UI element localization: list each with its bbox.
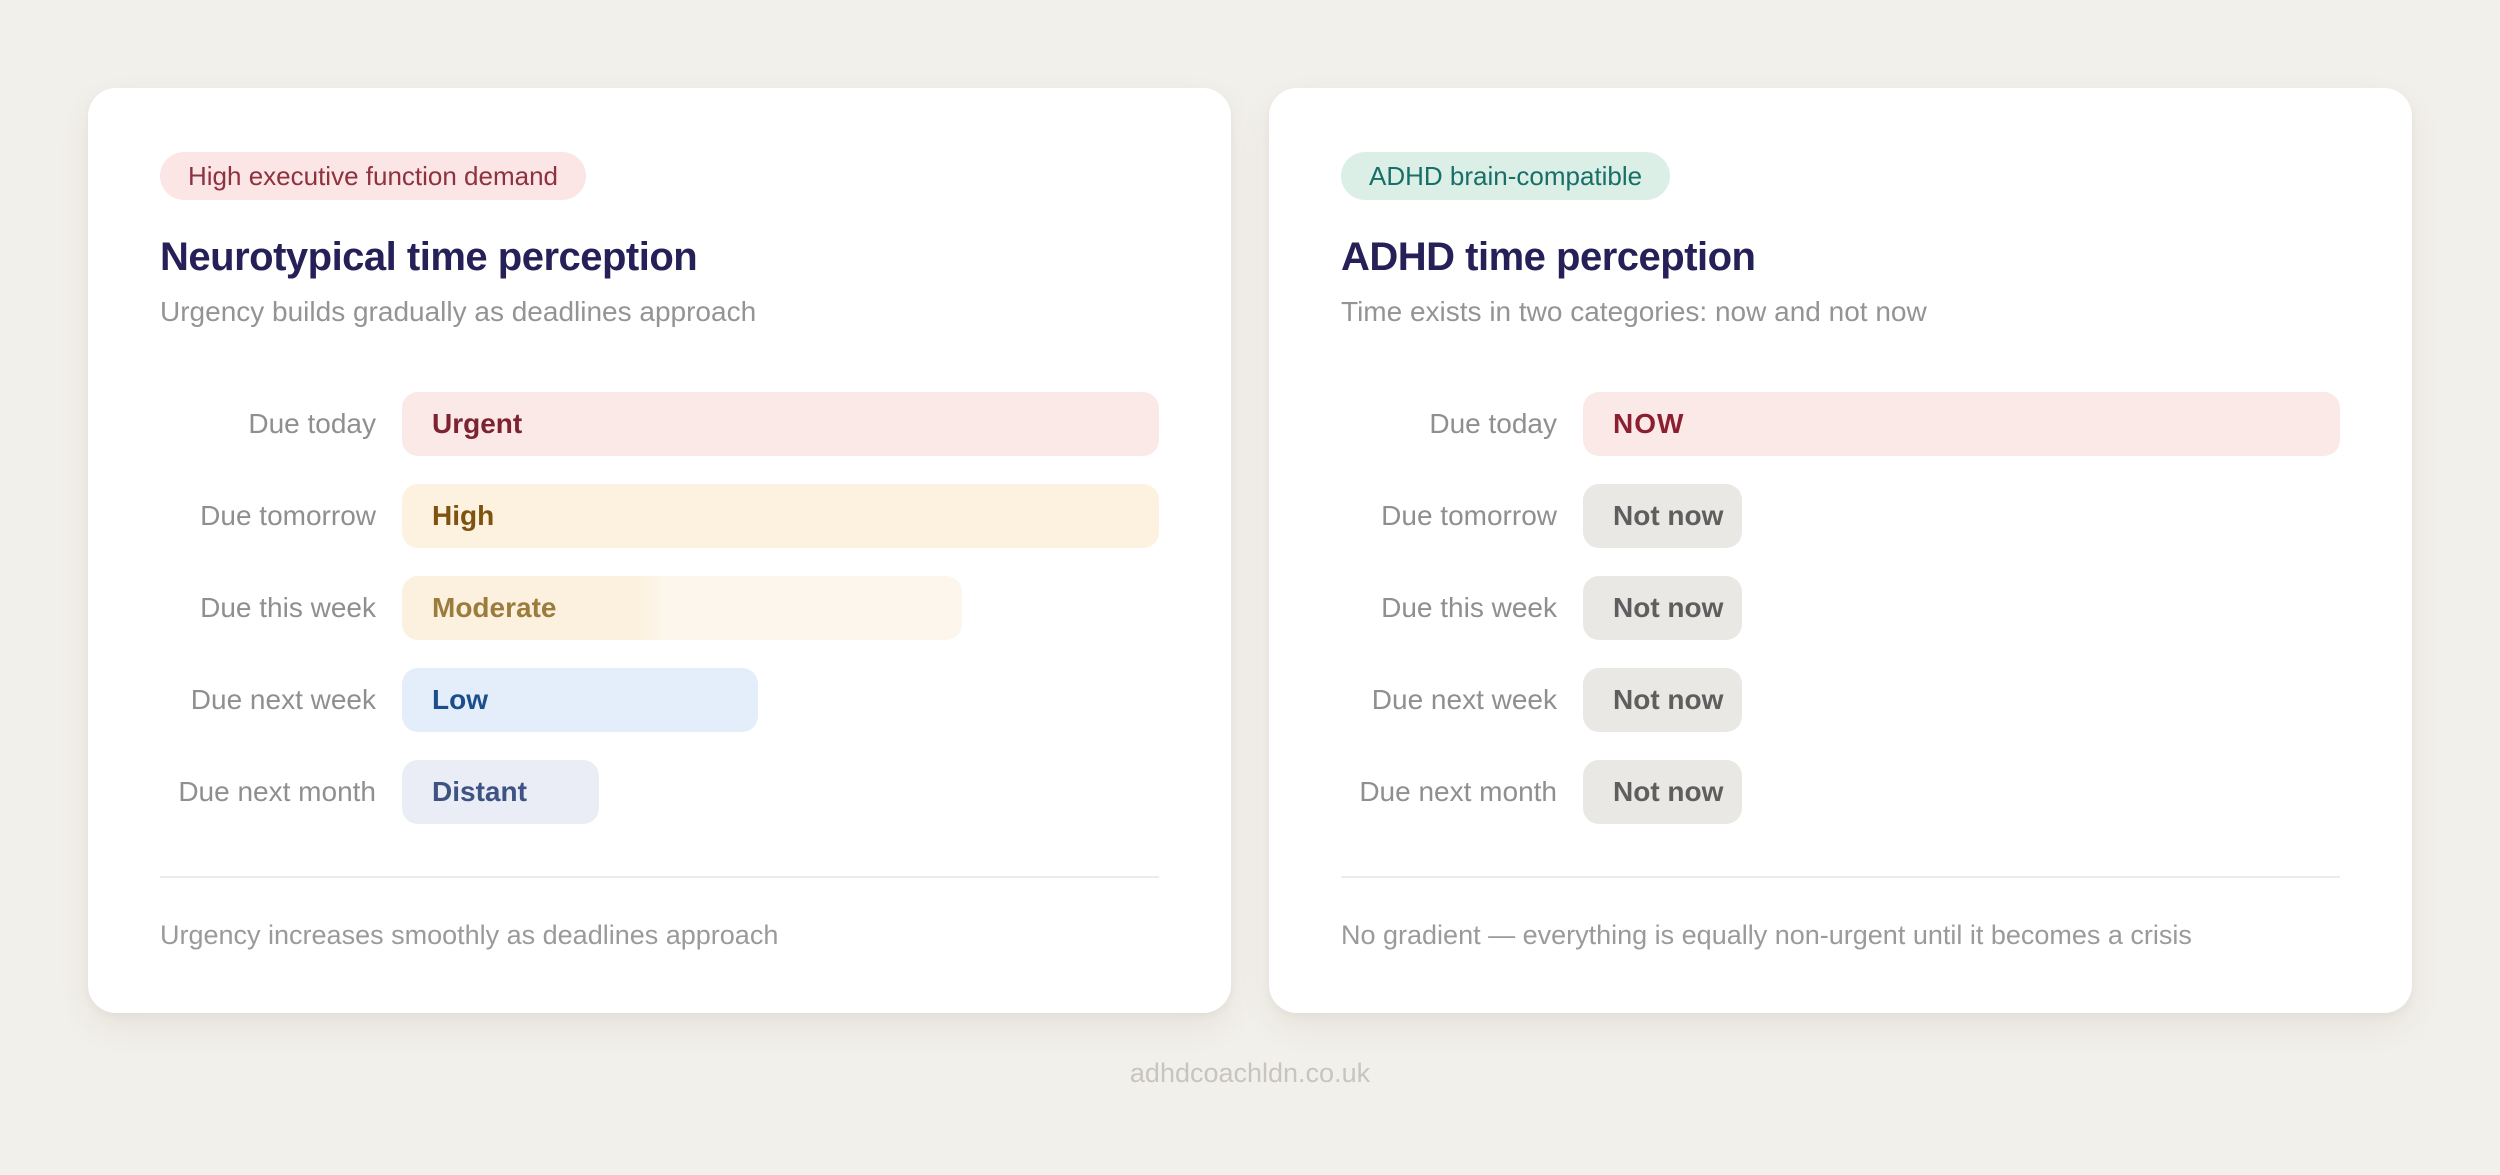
row-due-today: Due today NOW [1341, 392, 2340, 457]
card-adhd: ADHD brain-compatible ADHD time percepti… [1269, 88, 2412, 1013]
urgency-bar-urgent: Urgent [402, 392, 1159, 457]
bar-track: Not now [1583, 576, 2340, 641]
urgency-bar-not-now: Not now [1583, 576, 1742, 641]
card-subtitle: Time exists in two categories: now and n… [1341, 296, 1927, 327]
bar-label: Moderate [432, 592, 557, 624]
card-neurotypical: High executive function demand Neurotypi… [88, 88, 1231, 1013]
bar-track: NOW [1583, 392, 2340, 457]
row-due-next-week: Due next week Not now [1341, 668, 2340, 733]
bar-track: Not now [1583, 668, 2340, 733]
card-subtitle: Urgency builds gradually as deadlines ap… [160, 296, 757, 327]
bar-label: Not now [1613, 592, 1724, 624]
row-due-today: Due today Urgent [160, 392, 1159, 457]
adhd-compatible-badge: ADHD brain-compatible [1341, 152, 1671, 200]
card-footnote: No gradient — everything is equally non-… [1341, 920, 2192, 951]
bar-label: NOW [1613, 408, 1685, 440]
bar-label: High [432, 500, 495, 532]
cards-row: High executive function demand Neurotypi… [88, 88, 2412, 1013]
row-label: Due tomorrow [200, 500, 376, 532]
bar-track: Distant [402, 760, 1159, 825]
bar-label: Not now [1613, 776, 1724, 808]
card-footnote: Urgency increases smoothly as deadlines … [160, 920, 779, 951]
bar-label: Low [432, 684, 488, 716]
row-label: Due next week [1371, 684, 1557, 716]
row-due-next-month: Due next month Not now [1341, 760, 2340, 825]
bar-label: Urgent [432, 408, 523, 440]
row-label: Due this week [200, 592, 376, 624]
row-due-this-week: Due this week Moderate [160, 576, 1159, 641]
card-title: Neurotypical time perception [160, 235, 698, 279]
row-label: Due next week [190, 684, 376, 716]
row-label: Due next month [178, 776, 376, 808]
urgency-rows: Due today NOW Due tomorrow Not now [1341, 392, 2340, 825]
row-due-tomorrow: Due tomorrow Not now [1341, 484, 2340, 549]
row-label: Due today [1429, 408, 1557, 440]
row-due-this-week: Due this week Not now [1341, 576, 2340, 641]
bar-label: Not now [1613, 684, 1724, 716]
row-label: Due today [248, 408, 376, 440]
bar-track: Not now [1583, 484, 2340, 549]
urgency-bar-low: Low [402, 668, 758, 733]
watermark: adhdcoachldn.co.uk [1129, 1058, 1371, 1088]
bar-track: High [402, 484, 1159, 549]
urgency-bar-not-now: Not now [1583, 760, 1742, 825]
row-label: Due this week [1381, 592, 1557, 624]
urgency-bar-high: High [402, 484, 1159, 549]
bar-label: Distant [432, 776, 527, 808]
urgency-bar-moderate: Moderate [402, 576, 963, 641]
divider [1341, 876, 2340, 879]
urgency-bar-distant: Distant [402, 760, 599, 825]
row-due-next-month: Due next month Distant [160, 760, 1159, 825]
divider [160, 876, 1159, 879]
urgency-rows: Due today Urgent Due tomorrow High [160, 392, 1159, 825]
row-due-tomorrow: Due tomorrow High [160, 484, 1159, 549]
urgency-bar-not-now: Not now [1583, 668, 1742, 733]
row-label: Due next month [1359, 776, 1557, 808]
row-label: Due tomorrow [1381, 500, 1557, 532]
urgency-bar-now: NOW [1583, 392, 2340, 457]
bar-track: Not now [1583, 760, 2340, 825]
bar-track: Moderate [402, 576, 1159, 641]
urgency-bar-not-now: Not now [1583, 484, 1742, 549]
bar-track: Urgent [402, 392, 1159, 457]
card-title: ADHD time perception [1341, 235, 1756, 279]
bar-label: Not now [1613, 500, 1724, 532]
row-due-next-week: Due next week Low [160, 668, 1159, 733]
high-demand-badge: High executive function demand [160, 152, 587, 200]
bar-track: Low [402, 668, 1159, 733]
